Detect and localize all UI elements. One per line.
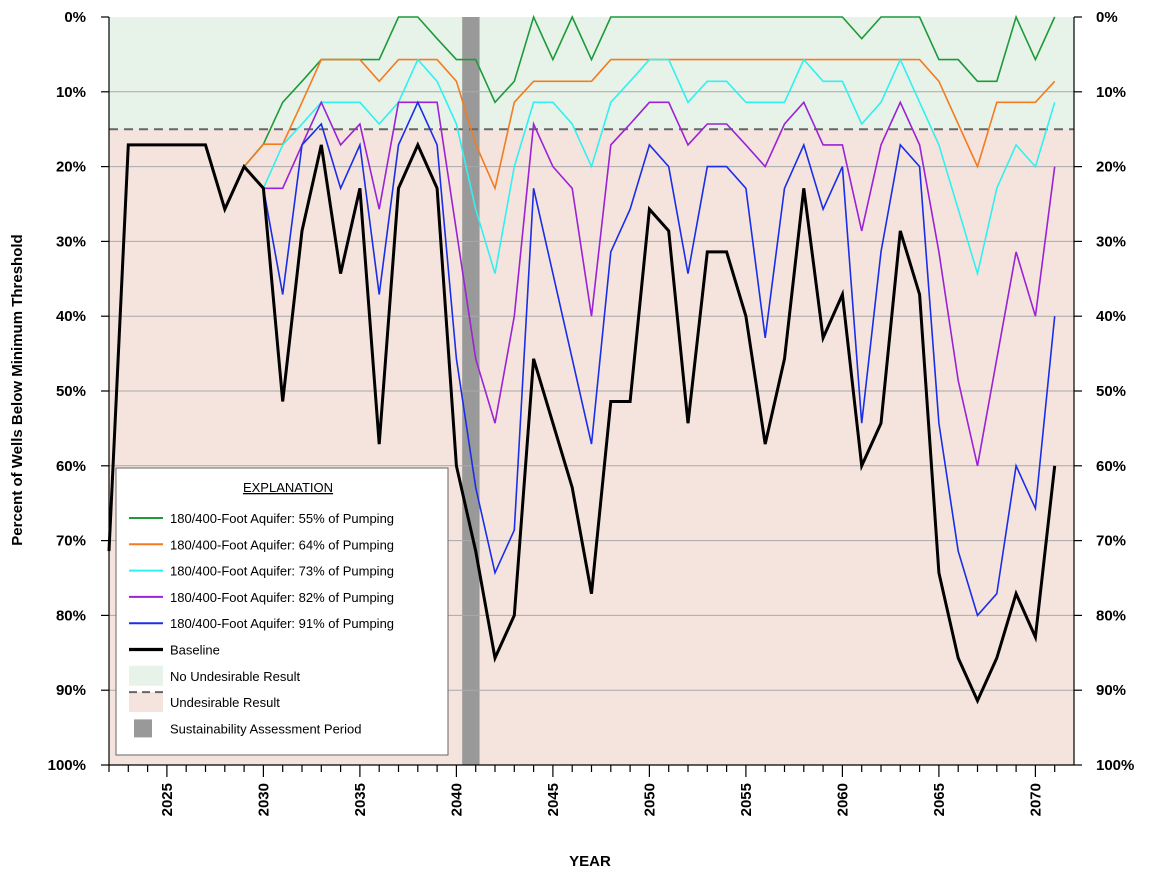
zone-no-undesirable [109, 17, 1074, 130]
y-tick-label-right: 100% [1096, 757, 1134, 774]
legend-item: 180/400-Foot Aquifer: 82% of Pumping [129, 590, 394, 605]
legend: EXPLANATION 180/400-Foot Aquifer: 55% of … [115, 467, 449, 756]
y-tick-label-right: 0% [1096, 9, 1118, 26]
x-tick-label: 2050 [641, 783, 658, 816]
legend-label: Baseline [170, 643, 220, 658]
y-tick-label-left: 50% [56, 383, 86, 400]
series-line-pumping-3 [263, 100, 1056, 466]
series-line-pumping-2 [262, 57, 1056, 277]
series-layer [107, 14, 1057, 705]
legend-label: 180/400-Foot Aquifer: 55% of Pumping [170, 511, 394, 526]
x-tick-label: 2070 [1027, 783, 1044, 816]
y-tick-label-left: 100% [48, 757, 86, 774]
x-tick-label: 2025 [159, 783, 176, 816]
x-tick-label: 2060 [834, 783, 851, 816]
y-tick-label-right: 20% [1096, 159, 1126, 176]
y-tick-label-right: 80% [1096, 607, 1126, 624]
x-axis-title: YEAR [569, 853, 611, 870]
legend-swatch-fill [129, 665, 163, 686]
y-axis-title: Percent of Wells Below Minimum Threshold [9, 234, 26, 545]
y-tick-label-left: 0% [64, 9, 86, 26]
y-tick-label-right: 90% [1096, 682, 1126, 699]
y-tick-label-left: 20% [56, 159, 86, 176]
y-tick-label-left: 90% [56, 682, 86, 699]
series-line-pumping-0 [243, 14, 1056, 168]
y-tick-label-right: 40% [1096, 308, 1126, 325]
y-tick-label-left: 10% [56, 84, 86, 101]
y-tick-label-right: 30% [1096, 233, 1126, 250]
y-tick-label-left: 30% [56, 233, 86, 250]
y-tick-label-left: 60% [56, 458, 86, 475]
legend-item: Sustainability Assessment Period [134, 719, 361, 738]
legend-box [115, 467, 449, 756]
x-tick-label: 2045 [545, 783, 562, 816]
y-tick-label-left: 70% [56, 533, 86, 550]
legend-label: 180/400-Foot Aquifer: 82% of Pumping [170, 590, 394, 605]
legend-label: 180/400-Foot Aquifer: 64% of Pumping [170, 537, 394, 552]
legend-swatch-box [134, 719, 152, 738]
legend-item: 180/400-Foot Aquifer: 55% of Pumping [129, 511, 394, 526]
legend-item: Undesirable Result [129, 691, 280, 713]
x-tick-label: 2040 [448, 783, 465, 816]
legend-label: 180/400-Foot Aquifer: 91% of Pumping [170, 616, 394, 631]
y-tick-label-left: 80% [56, 607, 86, 624]
legend-item: 180/400-Foot Aquifer: 91% of Pumping [129, 616, 394, 631]
axes: 0% 0% 10% 10% 20% 20% 30% 30% 40% 40% 50% 50% 60% 60%… [48, 9, 1135, 816]
legend-item: 180/400-Foot Aquifer: 73% of Pumping [129, 564, 394, 579]
y-tick-label-right: 60% [1096, 458, 1126, 475]
x-tick-label: 2030 [255, 783, 272, 816]
x-tick-label: 2065 [931, 783, 948, 816]
y-tick-label-right: 10% [1096, 84, 1126, 101]
legend-item: Baseline [129, 643, 220, 658]
legend-item: 180/400-Foot Aquifer: 64% of Pumping [129, 537, 394, 552]
x-tick-label: 2035 [352, 783, 369, 816]
y-tick-label-right: 70% [1096, 533, 1126, 550]
y-tick-label-right: 50% [1096, 383, 1126, 400]
legend-title: EXPLANATION [243, 480, 333, 495]
y-tick-label-left: 40% [56, 308, 86, 325]
series-line-baseline [107, 141, 1057, 705]
legend-swatch-fill [129, 692, 163, 713]
legend-label: Undesirable Result [170, 695, 280, 710]
legend-item: No Undesirable Result [129, 665, 300, 686]
legend-label: Sustainability Assessment Period [170, 721, 361, 736]
legend-label: 180/400-Foot Aquifer: 73% of Pumping [170, 564, 394, 579]
x-tick-label: 2055 [738, 783, 755, 816]
series-line-pumping-4 [262, 100, 1056, 618]
legend-label: No Undesirable Result [170, 669, 300, 684]
